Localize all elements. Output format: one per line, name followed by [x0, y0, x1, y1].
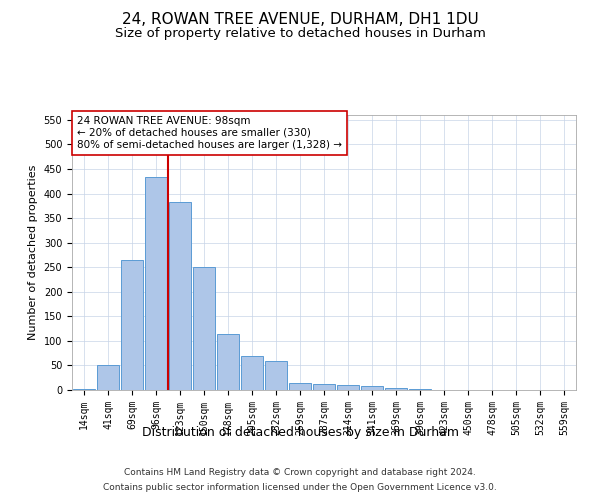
- Bar: [73, 389, 95, 390]
- Text: 24, ROWAN TREE AVENUE, DURHAM, DH1 1DU: 24, ROWAN TREE AVENUE, DURHAM, DH1 1DU: [122, 12, 478, 28]
- Bar: [169, 202, 191, 390]
- Bar: [97, 366, 119, 390]
- Bar: [385, 388, 407, 390]
- Bar: [193, 266, 215, 390]
- Text: Contains HM Land Registry data © Crown copyright and database right 2024.: Contains HM Land Registry data © Crown c…: [124, 468, 476, 477]
- Text: 24 ROWAN TREE AVENUE: 98sqm
← 20% of detached houses are smaller (330)
80% of se: 24 ROWAN TREE AVENUE: 98sqm ← 20% of det…: [77, 116, 342, 150]
- Bar: [265, 360, 287, 390]
- Bar: [217, 334, 239, 390]
- Y-axis label: Number of detached properties: Number of detached properties: [28, 165, 38, 340]
- Text: Contains public sector information licensed under the Open Government Licence v3: Contains public sector information licen…: [103, 483, 497, 492]
- Bar: [409, 389, 431, 390]
- Bar: [121, 260, 143, 390]
- Text: Size of property relative to detached houses in Durham: Size of property relative to detached ho…: [115, 28, 485, 40]
- Bar: [337, 385, 359, 390]
- Bar: [289, 383, 311, 390]
- Text: Distribution of detached houses by size in Durham: Distribution of detached houses by size …: [142, 426, 458, 439]
- Bar: [313, 384, 335, 390]
- Bar: [361, 386, 383, 390]
- Bar: [241, 356, 263, 390]
- Bar: [145, 178, 167, 390]
